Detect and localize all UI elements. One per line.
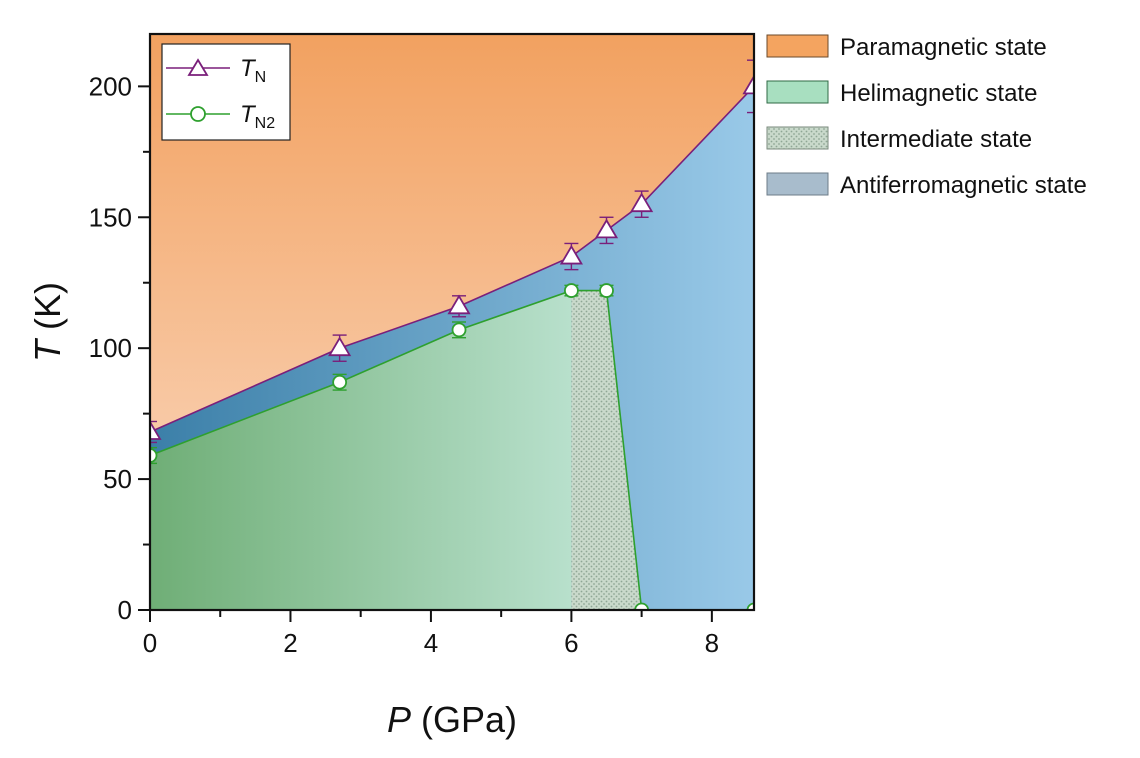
circle-marker-icon <box>190 106 206 122</box>
data-point <box>332 374 348 390</box>
series-tn <box>150 59 754 444</box>
series-tn2 <box>150 283 754 610</box>
region-legend: Paramagnetic state Helimagnetic state Inte… <box>766 34 1087 199</box>
data-point <box>746 602 754 610</box>
region-legend-label: Intermediate state <box>840 126 1032 153</box>
data-series <box>150 59 754 610</box>
series-legend-label-tn2: TN2 <box>240 101 275 132</box>
data-point <box>742 74 754 95</box>
helimagnetic-region <box>150 290 572 610</box>
x-tick-label: 4 <box>424 628 438 658</box>
data-point <box>328 336 352 357</box>
data-point <box>451 322 467 338</box>
y-tick-label: 50 <box>103 464 132 494</box>
y-axis-label: T (K) <box>27 282 68 362</box>
data-point <box>630 192 654 213</box>
data-point <box>599 283 614 298</box>
triangle-marker-icon <box>187 58 209 76</box>
x-tick-label: 6 <box>564 628 578 658</box>
series-legend-label-tn: TN <box>240 55 266 86</box>
region-legend-swatch <box>766 126 829 150</box>
region-legend-swatch <box>766 172 829 196</box>
region-legend-label: Helimagnetic state <box>840 80 1037 107</box>
data-point <box>594 218 619 239</box>
series-legend-entry-tn: TN <box>166 55 266 86</box>
region-legend-entry: Helimagnetic state <box>766 80 1037 107</box>
region-legend-entry: Paramagnetic state <box>766 34 1047 61</box>
x-tick-label: 2 <box>283 628 297 658</box>
series-legend-entry-tn2: TN2 <box>166 101 275 132</box>
error-bar <box>150 420 157 444</box>
x-axis-label: P (GPa) <box>387 699 517 740</box>
data-point <box>559 244 583 265</box>
data-point <box>150 448 158 463</box>
x-tick-label: 8 <box>705 628 719 658</box>
x-tick-label: 0 <box>143 628 157 658</box>
axes: 0 2 4 6 8 0 50 100 150 200 <box>89 32 756 658</box>
region-legend-label: Antiferromagnetic state <box>840 172 1087 199</box>
error-bar <box>150 446 157 465</box>
region-legend-entry: Antiferromagnetic state <box>766 172 1087 199</box>
y-tick-label: 200 <box>89 71 132 101</box>
data-point <box>634 602 650 610</box>
data-point <box>150 420 162 440</box>
region-legend-entry: Intermediate state <box>766 126 1032 153</box>
plot-frame <box>148 32 756 612</box>
error-bar <box>747 59 754 114</box>
y-tick-label: 0 <box>118 595 132 625</box>
y-tick-label: 150 <box>89 202 132 232</box>
region-legend-swatch <box>766 34 829 58</box>
region-legend-swatch <box>766 80 829 104</box>
series-legend-box <box>161 43 291 141</box>
region-legend-label: Paramagnetic state <box>840 34 1047 61</box>
data-point <box>563 283 579 298</box>
intermediate-region <box>571 290 642 610</box>
data-point <box>447 294 471 315</box>
phase-regions <box>150 86 754 610</box>
series-legend: TN TN2 <box>161 43 291 141</box>
y-tick-label: 100 <box>89 333 132 363</box>
